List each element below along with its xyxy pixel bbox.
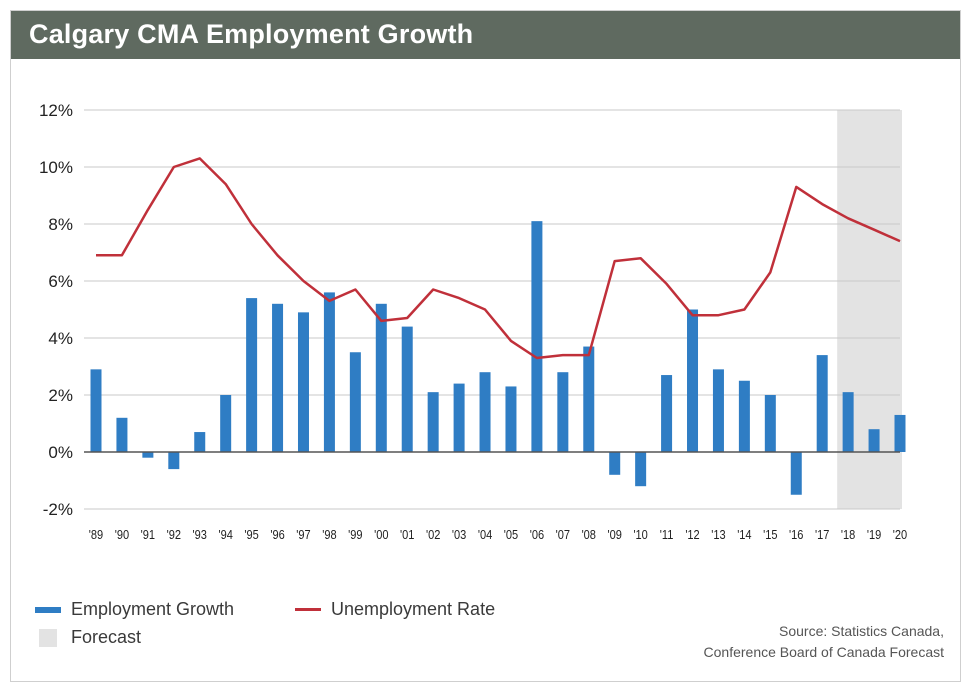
- x-tick-label: '20: [893, 527, 908, 542]
- employment-bar-97: [297, 312, 309, 452]
- x-tick-label: '89: [89, 527, 104, 542]
- legend-unemployment-label: Unemployment Rate: [331, 599, 496, 619]
- x-tick-label: '92: [167, 527, 182, 542]
- employment-bar-20: [894, 414, 906, 452]
- y-tick-label: 10%: [39, 158, 73, 177]
- x-tick-label: '96: [270, 527, 285, 542]
- source-note: Source: Statistics Canada, Conference Bo…: [704, 623, 944, 660]
- x-tick-label: '06: [530, 527, 545, 542]
- chart-title: Calgary CMA Employment Growth: [29, 19, 474, 49]
- legend-forecast-swatch: [39, 628, 57, 647]
- x-tick-label: '14: [737, 527, 752, 542]
- y-tick-label: 4%: [48, 329, 73, 348]
- x-tick-label: '10: [633, 527, 648, 542]
- employment-bar-91: [142, 452, 154, 458]
- y-tick-label: 2%: [48, 386, 73, 405]
- employment-bar-11: [661, 375, 673, 452]
- employment-bar-16: [790, 452, 802, 495]
- x-tick-label: '12: [685, 527, 700, 542]
- legend-bar-swatch: [35, 606, 61, 613]
- legend-forecast-label: Forecast: [71, 627, 142, 647]
- employment-bar-00: [375, 303, 387, 452]
- x-tick-label: '95: [244, 527, 259, 542]
- x-tick-label: '07: [556, 527, 571, 542]
- chart-svg: -2% 0% 2% 4% 6% 8% 10% 12% '89 '90 '91 '92 '93 '94 '9…: [39, 101, 908, 542]
- x-axis-ticks: '89 '90 '91 '92 '93 '94 '95 '96 '97 '98 '99 '00 '01 '…: [89, 527, 908, 542]
- employment-bar-98: [323, 292, 335, 452]
- employment-bars: [90, 221, 906, 495]
- employment-bar-14: [738, 380, 750, 452]
- legend-employment-label: Employment Growth: [71, 599, 235, 619]
- gridlines: [84, 109, 900, 510]
- x-tick-label: '17: [815, 527, 830, 542]
- x-tick-label: '97: [296, 527, 311, 542]
- y-tick-label: 6%: [48, 272, 73, 291]
- employment-bar-17: [816, 355, 828, 452]
- source-line-1: Source: Statistics Canada,: [779, 623, 944, 639]
- y-tick-label: 0%: [48, 443, 73, 462]
- x-tick-label: '09: [608, 527, 623, 542]
- employment-bar-05: [505, 386, 517, 452]
- x-tick-label: '11: [660, 527, 674, 542]
- y-tick-label: 8%: [48, 215, 73, 234]
- legend-forecast: Forecast: [35, 627, 141, 648]
- legend-line-swatch: [295, 608, 321, 611]
- employment-bar-94: [220, 395, 232, 452]
- employment-bar-01: [401, 326, 413, 452]
- x-tick-label: '18: [841, 527, 856, 542]
- x-tick-label: '03: [452, 527, 467, 542]
- employment-bar-99: [349, 352, 361, 452]
- x-tick-label: '16: [789, 527, 804, 542]
- employment-bar-09: [609, 452, 621, 475]
- employment-bar-06: [531, 221, 543, 452]
- x-tick-label: '91: [141, 527, 156, 542]
- employment-bar-96: [272, 303, 284, 452]
- source-line-2: Conference Board of Canada Forecast: [703, 644, 944, 660]
- y-tick-label: 12%: [39, 101, 73, 120]
- employment-bar-95: [246, 298, 258, 452]
- employment-bar-03: [453, 383, 465, 452]
- employment-bar-10: [635, 452, 647, 487]
- x-tick-label: '04: [478, 527, 493, 542]
- employment-bar-92: [168, 452, 180, 470]
- chart-card: Calgary CMA Employment Growth -2% 0% 2% 4% 6…: [10, 10, 961, 682]
- employment-bar-04: [479, 372, 491, 452]
- employment-bar-89: [90, 369, 102, 452]
- x-tick-label: '08: [582, 527, 597, 542]
- employment-bar-12: [687, 309, 699, 452]
- x-tick-label: '05: [504, 527, 519, 542]
- unemployment-line: [96, 157, 901, 360]
- employment-bar-15: [764, 395, 776, 452]
- x-tick-label: '00: [374, 527, 389, 542]
- x-tick-label: '93: [193, 527, 208, 542]
- employment-bar-93: [194, 432, 206, 452]
- employment-bar-90: [116, 417, 128, 452]
- employment-bar-19: [868, 429, 880, 452]
- x-tick-label: '90: [115, 527, 130, 542]
- employment-bar-13: [712, 369, 724, 452]
- x-tick-label: '15: [763, 527, 778, 542]
- x-tick-label: '13: [711, 527, 726, 542]
- header-bar: Calgary CMA Employment Growth: [11, 11, 960, 59]
- employment-bar-07: [557, 372, 569, 452]
- x-tick-label: '01: [400, 527, 415, 542]
- legend-unemployment: Unemployment Rate: [295, 599, 495, 620]
- x-tick-label: '98: [322, 527, 337, 542]
- x-tick-label: '19: [867, 527, 882, 542]
- unemployment-line-group: [96, 157, 901, 360]
- employment-bar-18: [842, 392, 854, 452]
- x-tick-label: '94: [218, 527, 233, 542]
- x-tick-label: '99: [348, 527, 363, 542]
- y-axis-ticks: -2% 0% 2% 4% 6% 8% 10% 12%: [39, 101, 73, 519]
- x-tick-label: '02: [426, 527, 441, 542]
- y-tick-label: -2%: [43, 500, 73, 519]
- employment-bar-02: [427, 392, 439, 452]
- legend-employment: Employment Growth: [35, 599, 234, 620]
- employment-bar-08: [583, 346, 595, 452]
